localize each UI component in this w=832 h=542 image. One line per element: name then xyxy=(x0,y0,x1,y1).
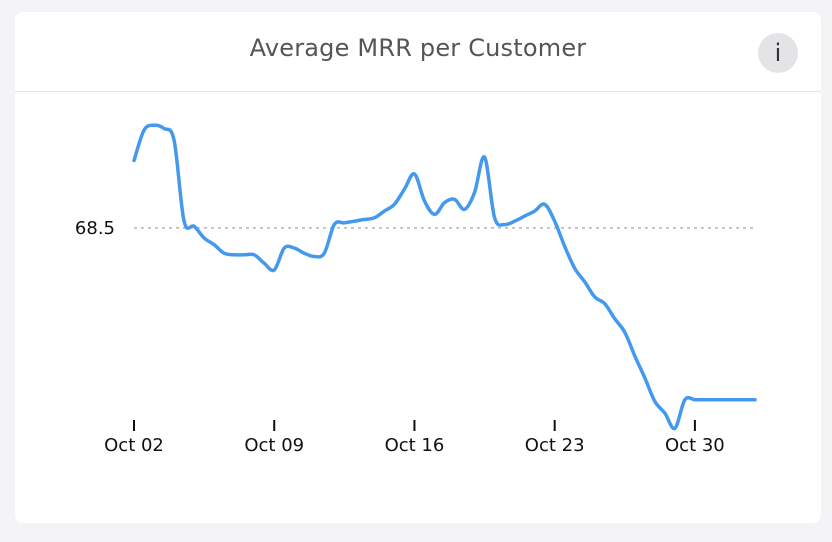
x-tick-label: Oct 09 xyxy=(244,435,304,456)
chart-card: Average MRR per Customer i xyxy=(15,12,821,523)
x-tick-label: Oct 30 xyxy=(665,435,725,456)
x-tick-label: Oct 23 xyxy=(525,435,585,456)
x-axis: Oct 02 Oct 09 Oct 16 Oct 23 Oct 30 xyxy=(104,420,725,456)
chart-title: Average MRR per Customer xyxy=(249,34,587,62)
x-tick-label: Oct 16 xyxy=(385,435,445,456)
reference-line-label: 68.5 xyxy=(75,218,115,239)
card-header: Average MRR per Customer i xyxy=(15,12,821,92)
info-icon[interactable]: i xyxy=(758,33,798,73)
x-tick-label: Oct 02 xyxy=(104,435,164,456)
series-line xyxy=(132,123,757,431)
